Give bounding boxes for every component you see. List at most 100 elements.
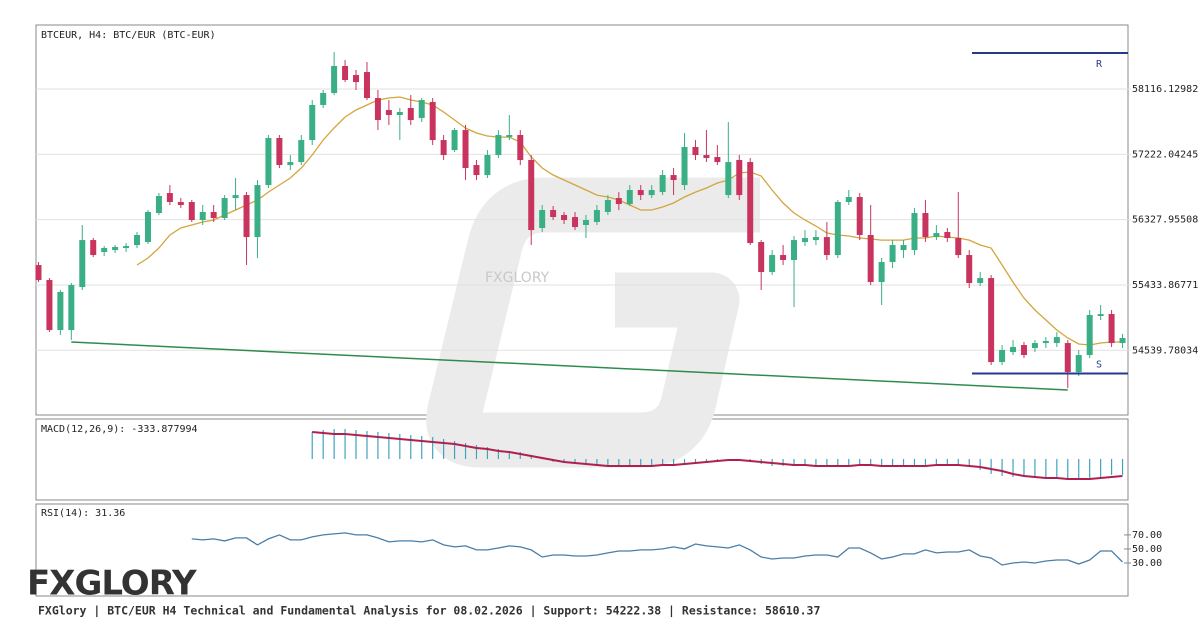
candle-body [79,240,86,288]
candle-body [637,190,644,196]
candle-body [451,130,458,151]
candle-body [188,201,195,221]
y-tick-label: 56327.95508 [1132,215,1198,226]
candle-body [221,198,228,218]
candle-body [670,175,677,181]
candle-body [747,162,754,244]
candle-body [933,233,940,238]
candle-body [593,210,600,223]
candle-body [889,245,896,263]
candle-body [374,98,381,121]
candle-body [363,72,370,99]
candle-body [473,165,480,176]
candle-body [276,138,283,166]
candle-body [123,246,130,249]
y-tick-label: 55433.86771 [1132,280,1198,291]
candle-body [495,135,502,156]
candle-body [1031,343,1038,349]
candle-body [429,101,436,141]
candle-body [944,232,951,239]
candle-body [35,265,42,281]
y-tick-label: 57222.04245 [1132,149,1198,160]
candle-body [232,195,239,199]
candle-body [758,242,765,273]
candle-body [462,130,469,169]
candle-body [681,146,688,186]
rsi-line [191,532,1123,566]
candle-body [604,200,611,213]
candle-body [101,248,108,253]
candle-body [331,65,338,94]
candle-body [46,280,53,331]
candle-body [1010,346,1017,353]
level-label: R [1096,59,1103,70]
candle-body [780,255,787,260]
candle-body [155,196,162,214]
candle-body [703,155,710,159]
candle-body [714,156,721,163]
candle-body [736,159,743,196]
candle-body [1097,314,1104,317]
candle-body [572,217,579,228]
candle-body [112,246,119,251]
candle-body [1042,341,1049,344]
candle-body [900,245,907,251]
candle-body [1119,338,1126,344]
y-tick-label: 50.00 [1132,544,1162,555]
candle-body [1075,355,1082,373]
candle-body [1064,343,1071,373]
candle-body [134,235,141,246]
rsi-label: RSI(14): 31.36 [41,508,125,519]
candle-body [90,240,97,256]
candle-body [298,140,305,163]
candle-body [834,201,841,256]
candle-body [254,185,261,238]
candle-body [320,93,327,105]
watermark-text: FXGLORY [485,270,550,286]
candle-body [648,190,655,196]
candle-body [287,162,294,166]
candle-body [977,278,984,284]
candle-body [440,140,447,156]
candle-body [177,201,184,205]
candle-body [517,135,524,160]
y-tick-label: 54539.78034 [1132,345,1198,356]
level-label: S [1096,359,1102,370]
candle-body [243,195,250,238]
candle-body [812,237,819,241]
candle-body [769,255,776,273]
candle-body [309,104,316,141]
y-tick-label: 58116.12982 [1132,84,1198,95]
candle-body [659,175,666,193]
candle-body [911,213,918,251]
candle-body [210,212,217,218]
footer: FXGlory | BTC/EUR H4 Technical and Funda… [38,604,820,618]
candle-body [561,214,568,221]
candle-body [856,197,863,236]
candle-body [1020,345,1027,356]
candle-body [265,138,272,186]
candle-body [342,65,349,81]
candle-body [353,75,360,83]
candle-body [966,255,973,284]
candle-body [418,100,425,118]
candle-body [582,220,589,226]
y-tick-label: 70.00 [1132,530,1162,541]
candle-body [845,197,852,202]
candle-body [1108,314,1115,344]
y-tick-label: 30.00 [1132,558,1162,569]
chart-title: BTCEUR, H4: BTC/EUR (BTC-EUR) [41,30,216,41]
watermark-logo [426,177,760,468]
candle-body [692,146,699,156]
candle-body [166,193,173,202]
candle-body [550,210,557,218]
trendline [71,341,1068,391]
candle-body [955,238,962,256]
candle-body [396,111,403,115]
candle-body [144,212,151,243]
brand-logo: FXGLORY [27,564,197,604]
candle-body [539,210,546,228]
candle-body [867,235,874,283]
rsi-panel [35,503,1129,597]
